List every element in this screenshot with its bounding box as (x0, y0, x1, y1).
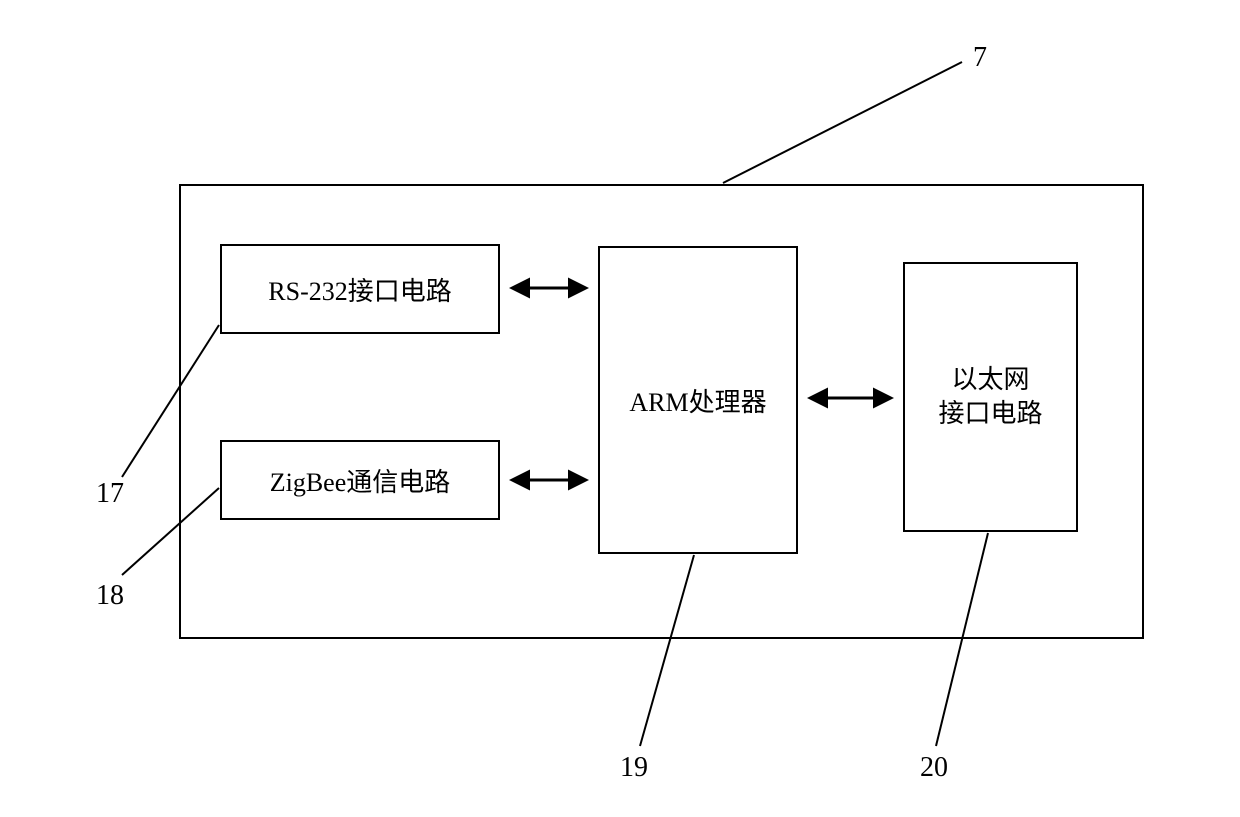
zigbee-label: ZigBee通信电路 (270, 462, 451, 499)
arm-label: ARM处理器 (629, 382, 766, 419)
ref-20-label: 20 (920, 752, 948, 784)
rs232-block: RS-232接口电路 (220, 244, 500, 334)
ethernet-label-line1: 以太网 (951, 363, 1029, 397)
ref-17-label: 17 (96, 478, 124, 510)
rs232-label: RS-232接口电路 (268, 271, 451, 308)
ethernet-block: 以太网 接口电路 (903, 262, 1078, 532)
ethernet-label-line2: 接口电路 (938, 397, 1042, 431)
ref-7-label: 7 (973, 42, 987, 74)
leader-ref-7 (723, 62, 962, 183)
zigbee-block: ZigBee通信电路 (220, 440, 500, 520)
arm-block: ARM处理器 (598, 246, 798, 554)
ref-18-label: 18 (96, 580, 124, 612)
ref-19-label: 19 (620, 752, 648, 784)
